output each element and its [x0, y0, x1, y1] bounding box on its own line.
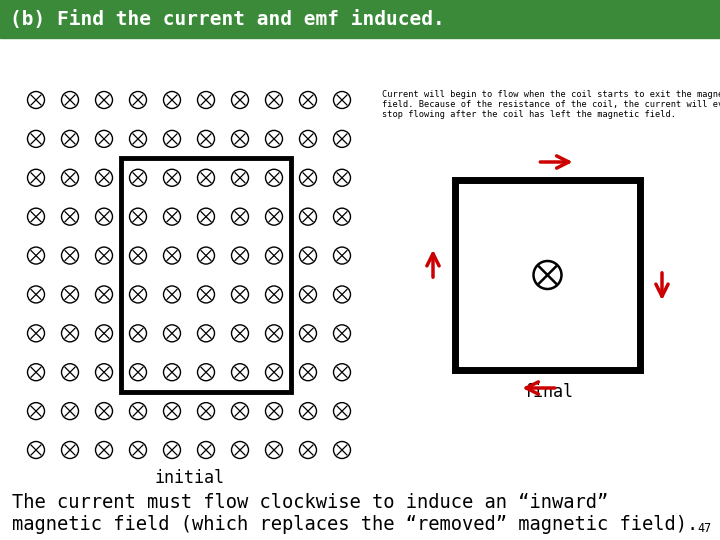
- Text: (b) Find the current and emf induced.: (b) Find the current and emf induced.: [10, 10, 445, 29]
- Text: initial: initial: [155, 469, 225, 487]
- Text: final: final: [523, 383, 573, 401]
- Bar: [121, 158, 291, 392]
- Text: 47: 47: [698, 522, 712, 535]
- Bar: [455, 180, 640, 370]
- Text: The current must flow clockwise to induce an “inward”: The current must flow clockwise to induc…: [12, 493, 608, 512]
- Text: Current will begin to flow when the coil starts to exit the magnetic: Current will begin to flow when the coil…: [382, 90, 720, 99]
- Text: field. Because of the resistance of the coil, the current will eventually: field. Because of the resistance of the …: [382, 100, 720, 109]
- Bar: [0, 0, 720, 38]
- Text: stop flowing after the coil has left the magnetic field.: stop flowing after the coil has left the…: [382, 110, 676, 119]
- Text: magnetic field (which replaces the “removed” magnetic field).: magnetic field (which replaces the “remo…: [12, 515, 698, 534]
